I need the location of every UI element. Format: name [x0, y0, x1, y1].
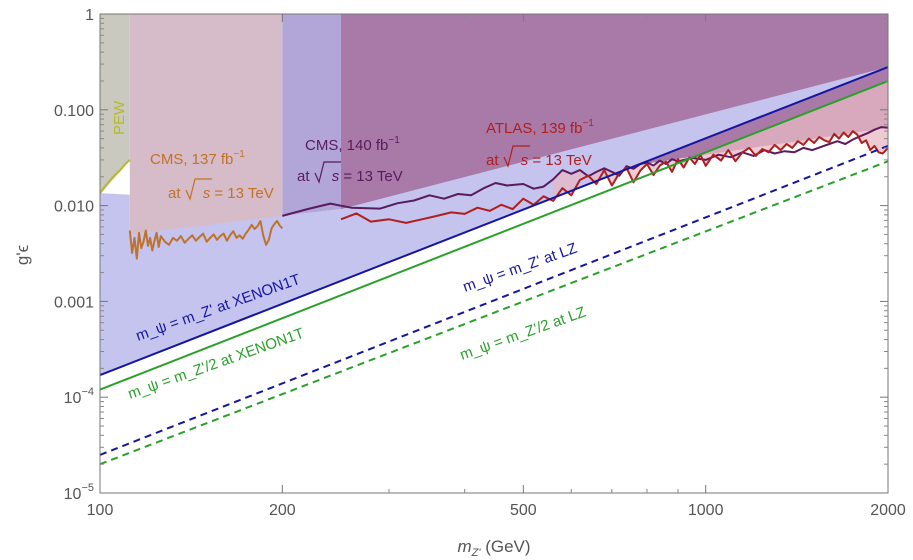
series-line-pew — [100, 159, 131, 194]
pew-label: PEW — [111, 100, 128, 135]
cms140-label: CMS, 140 fb−1 — [305, 135, 400, 154]
region-2 — [282, 14, 341, 216]
x-tick-label-3: 1000 — [688, 502, 724, 519]
region-3 — [341, 14, 888, 210]
y-axis-title: g'ϵ — [13, 245, 32, 265]
y-tick-label-3: 0.001 — [54, 294, 94, 311]
series-line-xenon_half — [100, 80, 888, 391]
region-1 — [129, 14, 283, 235]
x-tick-label-4: 2000 — [870, 502, 906, 519]
axis-ticks: 100 200 500 1000 2000 1 0.100 0.010 0.001 10−4 10−… — [54, 7, 906, 519]
x-tick-label-0: 100 — [87, 502, 114, 519]
cms137-sqrt-label: at s = 13 TeV — [168, 178, 274, 202]
svg-text:at s = 13 TeV: at s = 13 TeV — [297, 168, 403, 185]
series-line-cms137 — [128, 220, 284, 260]
y-tick-label-5: 10−5 — [64, 482, 94, 503]
x-axis-title: mZ' (GeV) — [457, 537, 530, 559]
x-tick-label-1: 200 — [269, 502, 296, 519]
cms140-sqrt-label: at s = 13 TeV — [297, 161, 403, 185]
series-line-lz_mz — [100, 144, 888, 456]
atlas-band — [553, 81, 888, 201]
plot-frame — [99, 13, 889, 494]
y-tick-label-0: 1 — [85, 7, 94, 24]
cms137-label: CMS, 137 fb−1 — [150, 149, 245, 168]
y-tick-label-2: 0.010 — [54, 199, 94, 216]
region-0 — [100, 14, 130, 195]
atlas-sqrt-label: at s = 13 TeV — [486, 145, 592, 169]
series-lines — [100, 66, 888, 466]
series-line-atlas139 — [340, 130, 888, 224]
y-tick-label-4: 10−4 — [64, 386, 94, 407]
atlas-band-fill — [553, 81, 888, 201]
lz-half-label: m_ψ = m_Z'/2 at LZ — [458, 304, 588, 364]
series-line-xenon_mz — [100, 66, 888, 377]
y-tick-label-1: 0.100 — [54, 103, 94, 120]
svg-text:at s = 13 TeV: at s = 13 TeV — [168, 185, 274, 202]
atlas-label: ATLAS, 139 fb−1 — [486, 118, 594, 137]
svg-text:at s = 13 TeV: at s = 13 TeV — [486, 152, 592, 169]
x-tick-label-2: 500 — [510, 502, 537, 519]
series-line-lz_half — [100, 160, 888, 466]
